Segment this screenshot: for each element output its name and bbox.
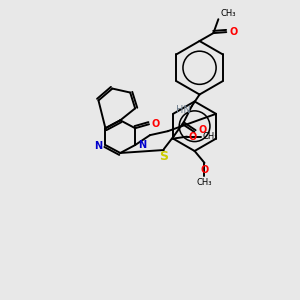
Text: CH₃: CH₃: [197, 178, 212, 187]
Text: N: N: [138, 140, 146, 150]
Text: CH₃: CH₃: [203, 132, 218, 141]
Text: O: O: [189, 132, 197, 142]
Text: HN: HN: [176, 105, 190, 116]
Text: N: N: [94, 141, 102, 151]
Text: O: O: [152, 119, 160, 129]
Text: O: O: [199, 125, 207, 135]
Text: O: O: [229, 27, 238, 37]
Text: CH₃: CH₃: [220, 9, 236, 18]
Text: O: O: [200, 165, 208, 175]
Text: S: S: [159, 150, 168, 163]
